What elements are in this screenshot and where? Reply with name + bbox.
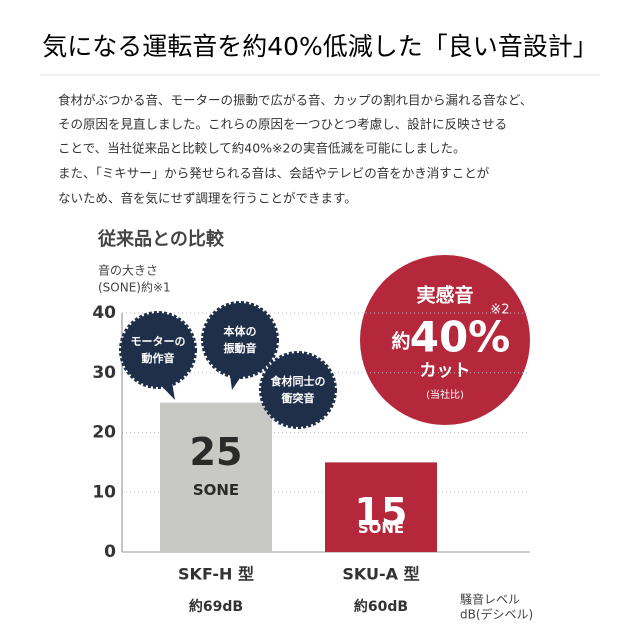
- value-unit: SONE: [193, 481, 239, 499]
- x-note: 騒音レベル: [460, 592, 520, 607]
- bubble-text: 衝突音: [281, 391, 315, 405]
- paragraph-line: その原因を見直しました。これらの原因を一つひとつ考慮し、設計に反映させる: [58, 117, 507, 132]
- y-tick-label: 30: [92, 363, 116, 383]
- chart-title: 従来品との比較: [97, 228, 225, 250]
- badge-text: カット: [420, 361, 471, 381]
- paragraph-line: ことで、当社従来品と比較して約40%※2の実音低減を可能にしました。: [58, 141, 465, 156]
- badge-text: ※2: [490, 303, 509, 318]
- page-title: 気になる運転音を約40%低減した「良い音設計」: [42, 32, 598, 61]
- bar: [160, 402, 272, 552]
- y-label: (SONE)約※1: [98, 280, 171, 295]
- y-label: 音の大きさ: [98, 263, 158, 278]
- y-tick-label: 0: [104, 542, 116, 562]
- bubble: [259, 351, 337, 429]
- value-unit: SONE: [358, 519, 404, 537]
- y-tick-label: 40: [92, 303, 116, 323]
- bubble-text: 本体の: [224, 324, 257, 338]
- paragraph-line: ないため、音を気にせず調理を行うことができます。: [58, 191, 357, 206]
- badge-text: 約: [391, 330, 410, 353]
- x-tick-label: SKU-A 型: [342, 565, 419, 584]
- bubble: [119, 311, 197, 389]
- bubble: [201, 301, 279, 379]
- x-note: dB(デシベル): [460, 607, 533, 622]
- badge: [360, 255, 530, 425]
- badge-text: 40%: [410, 313, 511, 362]
- x-tick-label: SKF-H 型: [178, 565, 254, 584]
- bubble-text: 動作音: [142, 351, 175, 365]
- paragraph-line: 食材がぶつかる音、モーターの振動で広がる音、カップの割れ目から漏れる音など、: [58, 93, 532, 108]
- bubble-text: 食材同士の: [271, 374, 326, 388]
- badge-text: (当社比): [426, 388, 464, 401]
- paragraph-line: また、「ミキサー」から発せられる音は、会話やテレビの音をかき消すことが: [58, 166, 490, 181]
- badge-text: 実感音: [416, 284, 473, 307]
- bubble-text: モーターの: [131, 335, 186, 348]
- bubble-text: 振動音: [224, 341, 257, 355]
- y-tick-label: 20: [92, 423, 116, 443]
- bar: [325, 462, 437, 552]
- value-label: 25: [190, 430, 243, 474]
- y-tick-label: 10: [92, 482, 116, 502]
- db-label: 約60dB: [354, 598, 408, 615]
- db-label: 約69dB: [189, 598, 243, 615]
- value-label: 15: [355, 490, 408, 534]
